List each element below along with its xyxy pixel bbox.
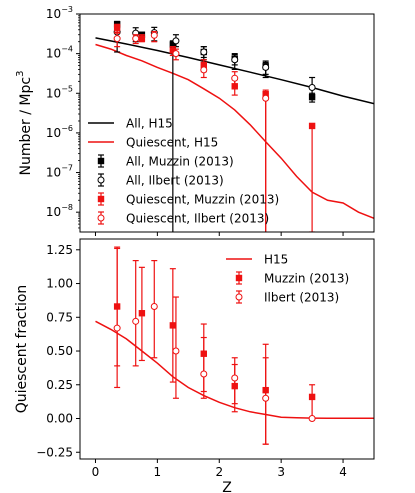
data-point-circle	[150, 302, 158, 310]
y-tick-base: 10	[46, 205, 61, 219]
y-tick-label: 10−8	[46, 203, 73, 219]
legend-circle-swatch	[97, 176, 105, 184]
data-point-circle	[262, 394, 270, 402]
legend-label: Ilbert (2013)	[264, 291, 339, 305]
y-axis-label: Quiescent fraction	[14, 285, 30, 414]
data-point-square	[113, 24, 121, 31]
data-point-square	[308, 393, 316, 401]
y-tick-label: 10−6	[46, 124, 73, 140]
y-axis-label: Number / Mpc3	[15, 71, 34, 176]
data-point-circle	[132, 35, 140, 43]
data-point-circle	[113, 324, 121, 332]
data-point-square	[138, 310, 146, 317]
y-tick-label: 1.00	[46, 277, 73, 291]
y-tick-label: −0.25	[36, 445, 73, 459]
legend-square-swatch	[97, 157, 105, 165]
data-point-circle	[231, 74, 239, 82]
y-tick-exponent: −3	[61, 5, 73, 14]
plot-frame	[79, 238, 375, 460]
x-tick-label: 1	[154, 465, 162, 479]
data-point-circle	[262, 63, 270, 71]
y-axis-label-text: Number / Mpc	[18, 77, 34, 176]
y-tick-label: 10−3	[46, 5, 73, 21]
x-tick-label: 0	[92, 465, 100, 479]
x-axis-label: Z	[222, 480, 232, 493]
legend-circle-swatch	[235, 293, 243, 301]
plot-frame	[79, 13, 375, 233]
y-tick-label: 1.25	[46, 243, 73, 257]
y-tick-base: 10	[46, 126, 61, 140]
x-tick-label: 4	[339, 465, 347, 479]
data-point-circle	[200, 370, 208, 378]
data-point-circle	[231, 374, 239, 382]
y-axis-label-text: Quiescent fraction	[14, 285, 30, 414]
legend-label: Quiescent, H15	[126, 136, 218, 150]
y-tick-exponent: −6	[61, 124, 73, 133]
y-tick-exponent: −4	[61, 45, 73, 54]
y-axis-label-exponent: 3	[15, 71, 26, 77]
y-tick-exponent: −7	[61, 164, 73, 173]
y-tick-label: 0.00	[46, 412, 73, 426]
data-point-circle	[200, 48, 208, 56]
legend-label: H15	[264, 253, 288, 267]
data-point-circle	[231, 56, 239, 64]
bottom-panel: 0 1 2 3 4 −0.25 0.00 0.25 0.50 0.75 1.00 1.25 Quiesc…	[14, 238, 375, 493]
x-tick-label: 3	[277, 465, 285, 479]
data-point-circle	[172, 347, 180, 355]
y-tick-label: 0.50	[46, 344, 73, 358]
legend-square-swatch	[235, 274, 243, 282]
y-tick-label: 10−7	[46, 164, 73, 180]
legend: H15 Muzzin (2013) Ilbert (2013)	[226, 253, 349, 305]
data-point-circle	[172, 50, 180, 58]
y-tick-base: 10	[46, 86, 61, 100]
y-tick-label: 10−5	[46, 84, 73, 100]
legend-label: Muzzin (2013)	[264, 272, 349, 286]
data-point-square	[169, 47, 177, 54]
legend-label: All, H15	[126, 117, 173, 131]
y-tick-exponent: −8	[61, 203, 73, 212]
data-point-circle	[262, 94, 270, 102]
y-tick-label: 0.75	[46, 310, 73, 324]
legend-label: Quiescent, Ilbert (2013)	[126, 212, 269, 226]
quiescent-model-line	[95, 43, 374, 219]
plot-area	[95, 20, 374, 232]
data-point-square	[138, 35, 146, 42]
data-point-circle	[150, 31, 158, 39]
y-tick-exponent: −5	[61, 84, 73, 93]
data-point-square	[308, 122, 316, 130]
data-point-square	[169, 41, 177, 48]
legend-label: All, Ilbert (2013)	[126, 174, 224, 188]
data-point-circle	[113, 35, 121, 43]
data-point-circle	[200, 66, 208, 74]
x-tick-label: 2	[215, 465, 223, 479]
data-point-circle	[132, 317, 140, 325]
legend: All, H15 Quiescent, H15 All, Muzzin (2013)…	[88, 117, 279, 226]
legend-label: Quiescent, Muzzin (2013)	[126, 193, 279, 207]
data-point-circle	[308, 83, 316, 91]
data-point-circle	[308, 415, 316, 423]
y-tick-label: 10−4	[46, 45, 73, 61]
y-tick-base: 10	[46, 47, 61, 61]
legend-label: All, Muzzin (2013)	[126, 155, 234, 169]
data-point-square	[169, 322, 177, 329]
y-tick-base: 10	[46, 166, 61, 180]
y-tick-label: 0.25	[46, 378, 73, 392]
y-tick-base: 10	[46, 7, 61, 21]
legend-square-swatch	[97, 195, 105, 203]
data-point-circle	[172, 37, 180, 45]
plot-area	[95, 246, 374, 445]
legend-circle-swatch	[97, 214, 105, 222]
